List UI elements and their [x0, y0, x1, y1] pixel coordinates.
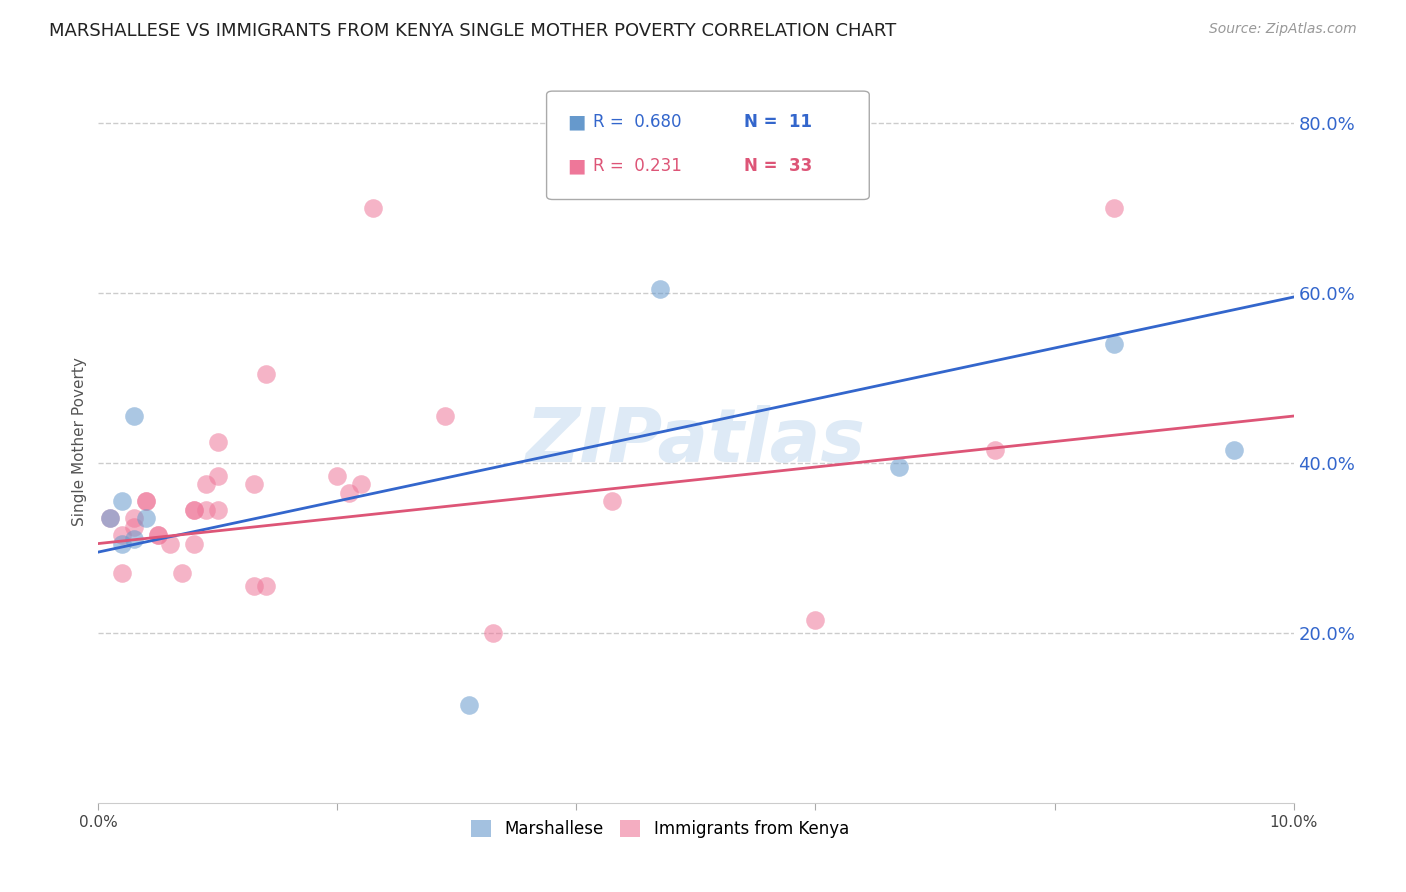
- Text: R =  0.680: R = 0.680: [593, 113, 682, 131]
- Point: [984, 443, 1007, 458]
- Point: [148, 528, 170, 542]
- Point: [111, 528, 134, 542]
- Point: [148, 528, 170, 542]
- Text: R =  0.231: R = 0.231: [593, 156, 682, 175]
- Point: [124, 511, 146, 525]
- Text: N =  11: N = 11: [744, 113, 811, 131]
- Point: [254, 579, 277, 593]
- Point: [207, 468, 229, 483]
- Point: [159, 536, 181, 550]
- Point: [1104, 201, 1126, 215]
- Point: [1223, 443, 1246, 458]
- Text: ZIPatlas: ZIPatlas: [526, 405, 866, 478]
- Point: [111, 566, 134, 581]
- Point: [458, 698, 481, 712]
- Point: [98, 511, 122, 525]
- Point: [172, 566, 194, 581]
- Point: [98, 511, 122, 525]
- Point: [434, 409, 457, 423]
- Point: [183, 536, 205, 550]
- Point: [124, 409, 146, 423]
- Point: [111, 536, 134, 550]
- Point: [207, 502, 229, 516]
- Point: [350, 477, 373, 491]
- Point: [243, 579, 266, 593]
- Point: [183, 502, 205, 516]
- Point: [195, 502, 218, 516]
- Text: N =  33: N = 33: [744, 156, 813, 175]
- Point: [135, 494, 157, 508]
- Point: [889, 460, 911, 475]
- Point: [650, 281, 672, 295]
- Point: [135, 511, 157, 525]
- Text: ■: ■: [567, 156, 585, 175]
- Text: ■: ■: [567, 112, 585, 132]
- Point: [124, 519, 146, 533]
- Point: [124, 533, 146, 547]
- FancyBboxPatch shape: [547, 91, 869, 200]
- Point: [339, 485, 361, 500]
- Text: Source: ZipAtlas.com: Source: ZipAtlas.com: [1209, 22, 1357, 37]
- Y-axis label: Single Mother Poverty: Single Mother Poverty: [72, 357, 87, 526]
- Point: [1104, 336, 1126, 351]
- Point: [111, 494, 134, 508]
- Text: MARSHALLESE VS IMMIGRANTS FROM KENYA SINGLE MOTHER POVERTY CORRELATION CHART: MARSHALLESE VS IMMIGRANTS FROM KENYA SIN…: [49, 22, 897, 40]
- Point: [195, 477, 218, 491]
- Point: [207, 434, 229, 449]
- Point: [482, 625, 505, 640]
- Point: [326, 468, 349, 483]
- Point: [254, 367, 277, 381]
- Legend: Marshallese, Immigrants from Kenya: Marshallese, Immigrants from Kenya: [464, 814, 856, 845]
- Point: [602, 494, 624, 508]
- Point: [363, 201, 385, 215]
- Point: [183, 502, 205, 516]
- Point: [243, 477, 266, 491]
- Point: [804, 613, 827, 627]
- Point: [135, 494, 157, 508]
